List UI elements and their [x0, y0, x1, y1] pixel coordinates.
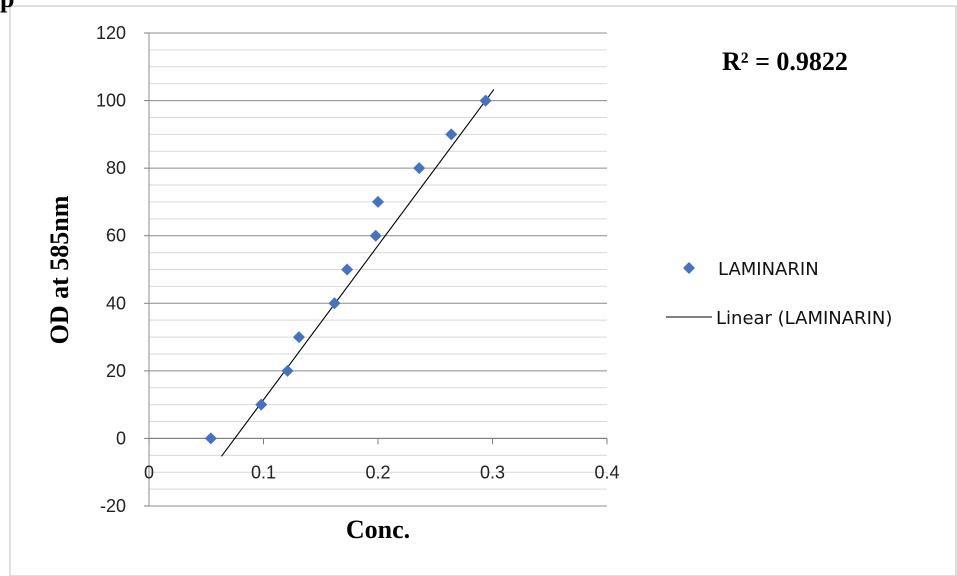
data-point — [445, 128, 458, 141]
legend: LAMINARIN Linear (LAMINARIN) — [666, 259, 892, 329]
y-tick-label: 120 — [96, 23, 126, 43]
gridlines — [149, 32, 607, 507]
data-point — [341, 263, 354, 276]
x-tick-label: 0.1 — [251, 462, 276, 482]
axes — [144, 32, 608, 507]
data-points — [204, 94, 492, 445]
y-tick-label: 60 — [106, 226, 126, 246]
y-axis-title: OD at 585nm — [45, 195, 74, 344]
y-tick-label: 20 — [106, 361, 126, 381]
data-point — [372, 195, 384, 208]
trendline-layer — [221, 89, 495, 457]
data-point — [413, 162, 426, 175]
r-squared-label: R² = 0.9822 — [722, 47, 848, 76]
y-tick-label: -20 — [100, 496, 126, 516]
tick-labels: -20 0 20 40 60 80 100 120 0 0.1 0.2 0.3 0.4 — [96, 23, 620, 516]
x-tick-label: 0.4 — [594, 462, 619, 482]
legend-label-series: LAMINARIN — [718, 259, 819, 280]
data-point — [479, 94, 492, 107]
legend-label-trendline: Linear (LAMINARIN) — [716, 308, 892, 329]
data-point — [328, 297, 341, 310]
data-point — [292, 331, 305, 344]
data-point — [204, 432, 217, 445]
title-fragment: p — [0, 0, 14, 13]
x-tick-label: 0.3 — [480, 462, 505, 482]
legend-diamond-marker — [683, 262, 695, 274]
data-point — [369, 229, 382, 242]
y-tick-label: 40 — [106, 293, 126, 313]
trendline — [221, 89, 495, 457]
data-point — [281, 364, 294, 377]
x-axis-title: Conc. — [346, 515, 410, 544]
y-tick-label: 100 — [96, 91, 126, 111]
chart-border — [9, 5, 957, 576]
data-point — [255, 398, 268, 411]
x-tick-label: 0 — [144, 462, 154, 482]
y-tick-label: 0 — [116, 428, 126, 448]
y-tick-label: 80 — [106, 158, 126, 178]
x-tick-label: 0.2 — [365, 462, 390, 482]
